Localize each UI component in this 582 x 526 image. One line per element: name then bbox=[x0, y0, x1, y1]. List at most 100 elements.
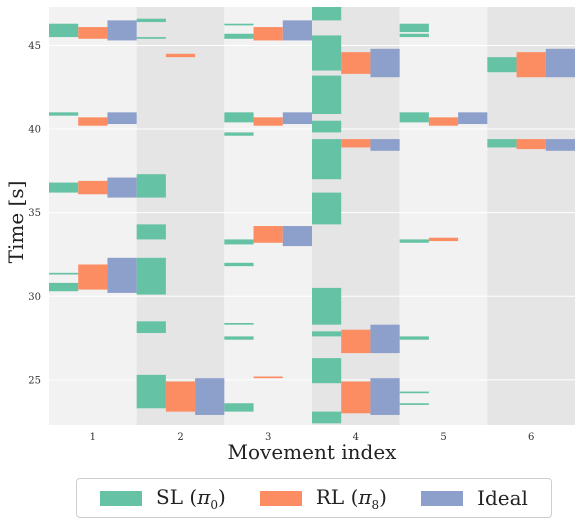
event-ideal-m4 bbox=[370, 324, 400, 354]
event-ideal-m3 bbox=[282, 112, 312, 125]
event-sl-m4 bbox=[312, 192, 342, 225]
event-ideal-m6 bbox=[545, 139, 575, 151]
event-sl-m3 bbox=[224, 262, 254, 267]
event-ideal-m1 bbox=[107, 257, 137, 293]
event-sl-m4 bbox=[312, 411, 342, 424]
event-rl-m2 bbox=[165, 53, 196, 58]
legend-swatch-sl bbox=[100, 490, 143, 506]
y-tick-label: 45 bbox=[28, 41, 41, 52]
event-sl-m5 bbox=[399, 112, 429, 123]
event-sl-m5 bbox=[399, 336, 429, 340]
legend-label-rl: RL (π8) bbox=[315, 484, 387, 512]
event-rl-m4 bbox=[341, 52, 371, 74]
event-sl-m5 bbox=[399, 391, 429, 394]
x-tick-label: 4 bbox=[353, 432, 359, 443]
event-ideal-m1 bbox=[107, 20, 137, 41]
y-tick-label: 40 bbox=[28, 125, 41, 136]
x-tick-label: 2 bbox=[177, 432, 183, 443]
legend-item-rl: RL (π8) bbox=[259, 484, 387, 512]
band-movement-1 bbox=[49, 7, 137, 425]
event-sl-m1 bbox=[49, 112, 79, 116]
event-ideal-m6 bbox=[545, 48, 575, 78]
event-sl-m6 bbox=[487, 57, 517, 73]
event-ideal-m4 bbox=[370, 48, 400, 78]
y-tick-label: 35 bbox=[28, 208, 41, 219]
x-tick-label: 1 bbox=[90, 432, 96, 443]
event-sl-m2 bbox=[136, 37, 166, 39]
event-sl-m4 bbox=[312, 35, 342, 71]
x-tick-label: 3 bbox=[265, 432, 271, 443]
event-rl-m5 bbox=[428, 237, 459, 242]
y-tick-label: 30 bbox=[28, 292, 41, 303]
event-sl-m3 bbox=[224, 112, 254, 123]
legend-label-sl: SL (π0) bbox=[156, 484, 226, 512]
event-sl-m4 bbox=[312, 120, 342, 133]
legend: SL (π0) RL (π8) Ideal bbox=[76, 478, 552, 518]
event-rl-m5 bbox=[428, 117, 459, 126]
event-sl-m1 bbox=[49, 272, 79, 275]
event-sl-m4 bbox=[312, 75, 342, 115]
event-sl-m4 bbox=[312, 287, 342, 325]
x-tick-label: 5 bbox=[440, 432, 446, 443]
legend-swatch-rl bbox=[259, 490, 302, 506]
event-ideal-m3 bbox=[282, 20, 312, 41]
event-ideal-m4 bbox=[370, 378, 400, 415]
event-sl-m2 bbox=[136, 321, 166, 334]
x-axis-label: Movement index bbox=[228, 440, 398, 464]
event-sl-m3 bbox=[224, 323, 254, 325]
event-rl-m4 bbox=[341, 329, 371, 354]
event-rl-m1 bbox=[78, 117, 108, 126]
event-ideal-m1 bbox=[107, 177, 137, 198]
event-sl-m3 bbox=[224, 336, 254, 340]
event-rl-m3 bbox=[253, 376, 283, 379]
event-sl-m1 bbox=[49, 182, 79, 193]
event-sl-m5 bbox=[399, 403, 429, 405]
event-sl-m4 bbox=[312, 358, 342, 384]
event-rl-m6 bbox=[516, 52, 546, 78]
y-axis-ticks: 25 30 35 40 45 bbox=[28, 41, 41, 386]
x-tick-label: 6 bbox=[528, 432, 534, 443]
event-sl-m2 bbox=[136, 174, 166, 198]
event-sl-m1 bbox=[49, 282, 79, 292]
band-movement-5 bbox=[399, 7, 488, 425]
event-sl-m2 bbox=[136, 224, 166, 240]
band-movement-2 bbox=[136, 7, 225, 425]
event-sl-m3 bbox=[224, 403, 254, 412]
event-rl-m3 bbox=[253, 27, 283, 41]
legend-swatch-ideal bbox=[421, 490, 464, 506]
event-rl-m1 bbox=[78, 264, 108, 290]
event-sl-m5 bbox=[399, 33, 429, 38]
y-tick-label: 25 bbox=[28, 375, 41, 386]
event-sl-m1 bbox=[49, 23, 79, 38]
band-movement-3 bbox=[224, 7, 312, 425]
event-sl-m2 bbox=[136, 18, 166, 23]
event-sl-m3 bbox=[224, 33, 254, 39]
event-sl-m4 bbox=[312, 7, 342, 21]
event-rl-m4 bbox=[341, 381, 371, 414]
event-rl-m1 bbox=[78, 27, 108, 39]
event-ideal-m1 bbox=[107, 112, 137, 125]
event-ideal-m3 bbox=[282, 226, 312, 247]
event-sl-m3 bbox=[224, 132, 254, 136]
legend-item-ideal: Ideal bbox=[421, 486, 528, 510]
event-rl-m3 bbox=[253, 117, 283, 126]
event-sl-m4 bbox=[312, 139, 342, 180]
event-sl-m2 bbox=[136, 257, 166, 295]
event-rl-m1 bbox=[78, 180, 108, 195]
chart-marks bbox=[49, 7, 575, 424]
event-rl-m3 bbox=[253, 226, 283, 243]
event-sl-m3 bbox=[224, 23, 254, 26]
event-sl-m5 bbox=[399, 23, 429, 33]
event-rl-m6 bbox=[516, 139, 546, 150]
event-sl-m3 bbox=[224, 239, 254, 245]
legend-item-sl: SL (π0) bbox=[100, 485, 226, 512]
event-sl-m4 bbox=[312, 331, 342, 337]
x-axis-ticks: 1 2 3 4 5 6 bbox=[90, 432, 535, 443]
event-ideal-m2 bbox=[195, 378, 225, 415]
y-axis-label: Time [s] bbox=[4, 181, 28, 264]
legend-label-ideal: Ideal bbox=[477, 486, 528, 510]
event-sl-m6 bbox=[487, 139, 517, 148]
event-ideal-m4 bbox=[370, 139, 400, 151]
event-sl-m5 bbox=[399, 239, 429, 243]
